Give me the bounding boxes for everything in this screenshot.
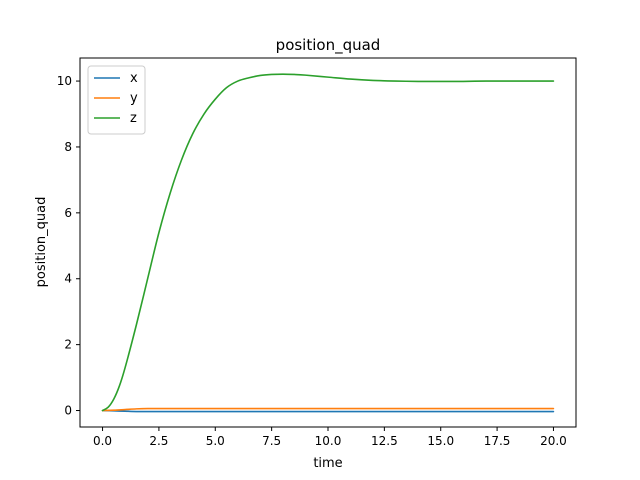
chart-title: position_quad [276, 36, 381, 55]
x-tick-label: 12.5 [371, 434, 398, 448]
x-tick-label: 20.0 [540, 434, 567, 448]
y-tick-label: 10 [57, 74, 72, 88]
x-tick-label: 17.5 [484, 434, 511, 448]
x-tick-label: 0.0 [93, 434, 112, 448]
x-axis: 0.0 2.5 5.0 7.5 10.0 12.5 15.0 17.5 20.0 [93, 427, 567, 448]
legend-label-x: x [130, 71, 138, 86]
x-tick-label: 10.0 [315, 434, 342, 448]
y-tick-label: 4 [64, 272, 72, 286]
x-tick-label: 7.5 [262, 434, 281, 448]
series-layer [101, 73, 555, 413]
y-axis: 0 2 4 6 8 10 [57, 74, 80, 418]
x-tick-label: 15.0 [427, 434, 454, 448]
y-tick-label: 6 [64, 206, 72, 220]
y-tick-label: 8 [64, 140, 72, 154]
x-tick-label: 5.0 [206, 434, 225, 448]
legend-label-y: y [130, 91, 138, 106]
y-tick-label: 0 [64, 404, 72, 418]
y-tick-label: 2 [64, 338, 72, 352]
x-tick-label: 2.5 [149, 434, 168, 448]
x-axis-label: time [313, 456, 342, 471]
series-line-x [101, 409, 555, 413]
legend: xyz [87, 65, 146, 135]
series-line-z [101, 73, 555, 412]
legend-box [87, 65, 146, 135]
y-axis-label: position_quad [34, 197, 49, 288]
plot-area [79, 57, 577, 428]
legend-label-z: z [130, 111, 137, 126]
series-line-y [101, 407, 555, 412]
